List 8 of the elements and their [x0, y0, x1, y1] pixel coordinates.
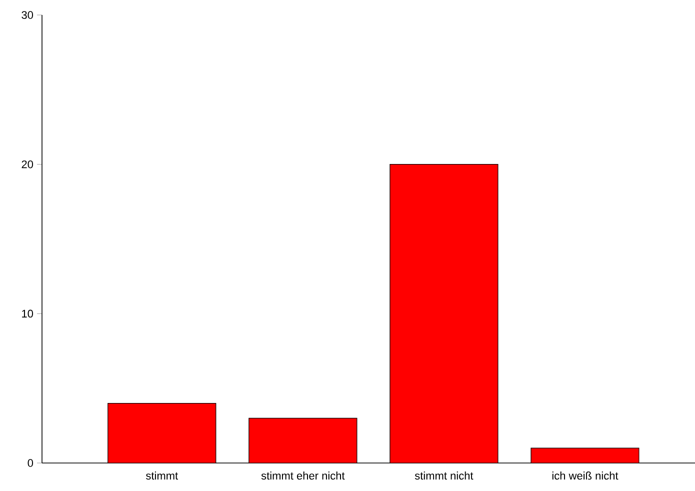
x-tick-label: ich weiß nicht [552, 472, 618, 480]
y-tick-label: 10 [22, 310, 34, 318]
y-tick-label: 20 [22, 160, 34, 168]
y-tick-label: 30 [22, 11, 34, 19]
x-tick-label: stimmt eher nicht [261, 472, 345, 480]
x-tick-label: stimmt [146, 472, 178, 480]
y-tick-label: 0 [28, 459, 34, 467]
x-tick-label: stimmt nicht [414, 472, 474, 480]
